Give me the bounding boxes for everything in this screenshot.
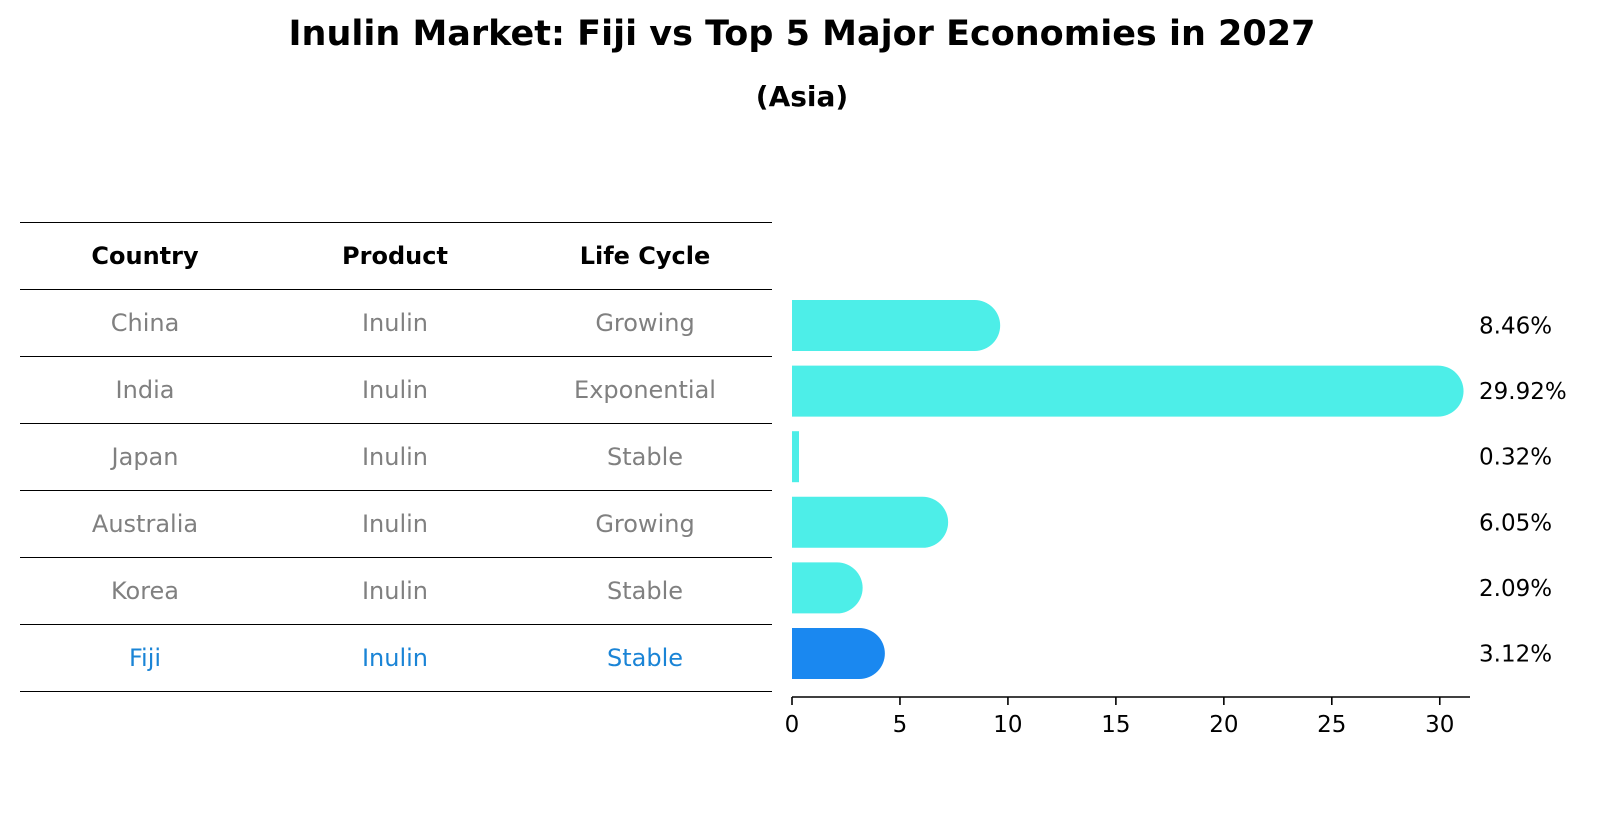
- table-header-row: Country Product Life Cycle: [20, 222, 772, 290]
- x-tick-label: 25: [1317, 712, 1346, 738]
- cell-product: Inulin: [361, 309, 429, 337]
- value-label-australia: 6.05%: [1479, 510, 1552, 536]
- table-row: Korea Inulin Stable: [20, 558, 772, 625]
- cell-life-cycle: Stable: [606, 443, 684, 471]
- value-label-fiji: 3.12%: [1479, 642, 1552, 668]
- x-tick-label: 20: [1209, 712, 1238, 738]
- bar-fiji: [792, 628, 885, 679]
- value-label-japan: 0.32%: [1479, 445, 1552, 471]
- cell-product: Inulin: [361, 443, 429, 471]
- data-table: Country Product Life Cycle China Inulin …: [20, 222, 772, 692]
- table-row: China Inulin Growing: [20, 290, 772, 357]
- bar-japan: [792, 431, 799, 483]
- x-tick-label: 5: [893, 712, 908, 738]
- table-row: Japan Inulin Stable: [20, 424, 772, 491]
- x-tick-label: 10: [993, 712, 1022, 738]
- value-label-india: 29.92%: [1479, 379, 1567, 405]
- x-tick-label: 15: [1101, 712, 1130, 738]
- x-tick-label: 0: [785, 712, 800, 738]
- header-country: Country: [91, 242, 199, 270]
- cell-country: Australia: [91, 510, 199, 538]
- cell-life-cycle: Stable: [606, 644, 684, 672]
- cell-life-cycle: Stable: [606, 577, 684, 605]
- bar-korea: [792, 562, 863, 614]
- table-row: Australia Inulin Growing: [20, 491, 772, 558]
- x-tick-label: 30: [1425, 712, 1454, 738]
- cell-product: Inulin: [361, 644, 429, 672]
- chart-subtitle: (Asia): [755, 80, 849, 113]
- cell-life-cycle: Exponential: [574, 376, 716, 404]
- cell-country: Korea: [110, 577, 180, 605]
- cell-product: Inulin: [361, 376, 429, 404]
- bar-australia: [792, 496, 949, 548]
- value-label-china: 8.46%: [1479, 314, 1552, 340]
- cell-life-cycle: Growing: [595, 510, 695, 538]
- cell-country: China: [110, 309, 180, 337]
- header-product: Product: [342, 242, 448, 270]
- cell-country: Fiji: [128, 644, 162, 672]
- cell-country: Japan: [111, 443, 179, 471]
- bar-china: [792, 300, 1001, 351]
- header-life-cycle: Life Cycle: [579, 242, 711, 270]
- value-label-korea: 2.09%: [1479, 576, 1552, 602]
- cell-life-cycle: Growing: [595, 309, 695, 337]
- table-row-highlight: Fiji Inulin Stable: [20, 625, 772, 692]
- cell-product: Inulin: [361, 577, 429, 605]
- table-row: India Inulin Exponential: [20, 357, 772, 424]
- chart-title: Inulin Market: Fiji vs Top 5 Major Econo…: [288, 14, 1316, 54]
- bar-india: [792, 365, 1464, 417]
- cell-country: India: [115, 376, 175, 404]
- cell-product: Inulin: [361, 510, 429, 538]
